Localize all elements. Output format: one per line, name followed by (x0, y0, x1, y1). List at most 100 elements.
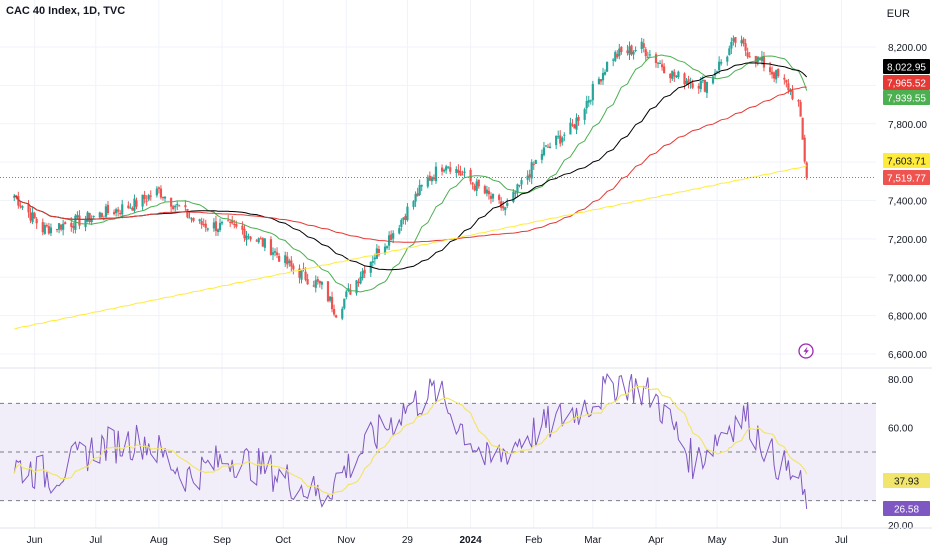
price-tick-label: 7,200.00 (888, 235, 927, 246)
candle-body (147, 195, 150, 200)
candle-body (459, 170, 462, 176)
lightning-icon[interactable] (798, 343, 814, 359)
ma100-tag: 7,965.52 (887, 79, 926, 90)
candle-body (127, 205, 130, 209)
candle-body (13, 195, 16, 198)
rsi-tag: 26.58 (894, 505, 919, 516)
candle-body (575, 117, 578, 130)
candle-body (233, 223, 236, 226)
candle-body (783, 77, 786, 80)
candle-body (361, 270, 364, 279)
candle-body (288, 260, 291, 263)
candle-body (677, 71, 680, 78)
candle-body (41, 222, 44, 233)
candle-body (685, 80, 688, 85)
candle-body (705, 81, 709, 93)
candle-body (483, 186, 486, 194)
candle-body (718, 61, 721, 71)
candle-body (198, 219, 201, 222)
candle-body (174, 205, 177, 208)
candle-body (390, 234, 393, 240)
candle-body (129, 207, 132, 209)
candle-body (371, 261, 374, 263)
candle-body (477, 179, 480, 187)
candle-body (314, 280, 317, 288)
candle-body (78, 215, 81, 226)
candle-body (504, 207, 507, 211)
candle-body (263, 238, 266, 248)
candle-body (777, 68, 780, 77)
candle-body (420, 184, 423, 187)
time-tick-label: Oct (275, 535, 291, 546)
ma20-tag: 7,939.55 (887, 94, 926, 105)
candle-body (663, 66, 666, 74)
candle-body (687, 79, 690, 84)
candle-body (72, 225, 75, 229)
candle-body (70, 222, 73, 227)
candle-body (35, 219, 38, 224)
candle-body (135, 200, 138, 207)
candle-body (728, 48, 731, 56)
candle-body (318, 280, 321, 284)
candle-body (805, 162, 808, 178)
candle-body (701, 80, 704, 82)
candle-body (715, 71, 719, 73)
candle-body (642, 43, 645, 48)
candle-body (220, 222, 224, 224)
time-tick-label: Aug (150, 535, 168, 546)
candle-body (316, 279, 319, 282)
candle-body (573, 124, 576, 129)
candle-body (359, 276, 362, 284)
time-tick-label: May (708, 535, 727, 546)
candle-body (669, 74, 672, 79)
candle-body (55, 228, 59, 230)
time-tick-label: 2024 (459, 535, 482, 546)
candle-body (603, 72, 607, 75)
candle-body (235, 223, 238, 227)
candle-body (740, 40, 743, 44)
candle-body (445, 166, 448, 171)
candle-body (530, 162, 533, 179)
candle-body (557, 136, 560, 138)
candle-body (178, 205, 181, 207)
candle-body (62, 223, 65, 230)
candle-body (775, 70, 778, 80)
candle-body (599, 79, 603, 82)
candle-body (416, 193, 419, 197)
candle-body (526, 175, 529, 180)
candle-body (730, 41, 733, 49)
candle-body (249, 236, 252, 240)
candle-body (434, 166, 438, 182)
candle-body (491, 193, 495, 199)
rsi-tick-label: 20.00 (888, 521, 913, 532)
currency-label[interactable]: EUR (886, 8, 910, 20)
candle-body (673, 72, 676, 77)
candle-body (255, 240, 258, 242)
candle-body (398, 228, 401, 234)
candle-body (74, 215, 77, 230)
candle-body (787, 83, 790, 91)
candle-body (345, 291, 348, 297)
candle-body (518, 184, 521, 186)
candle-body (333, 309, 336, 315)
candle-body (229, 222, 232, 224)
candle-body (349, 289, 352, 295)
candle-body (691, 83, 694, 88)
candle-body (133, 198, 136, 211)
candle-body (373, 257, 376, 260)
candle-body (534, 160, 537, 164)
candle-body (115, 209, 118, 213)
candle-body (542, 147, 546, 156)
candle-body (428, 175, 431, 181)
candle-body (571, 124, 574, 126)
candle-body (92, 215, 95, 217)
rsi-tick-label: 60.00 (888, 424, 913, 435)
candle-body (440, 167, 444, 172)
candle-body (131, 207, 134, 211)
candle-body (797, 99, 800, 102)
candle-body (216, 229, 220, 232)
ma200-tag-bg (883, 153, 930, 168)
candle-body (732, 38, 735, 42)
last-price-tag-bg (883, 170, 930, 185)
candle-body (616, 53, 619, 58)
